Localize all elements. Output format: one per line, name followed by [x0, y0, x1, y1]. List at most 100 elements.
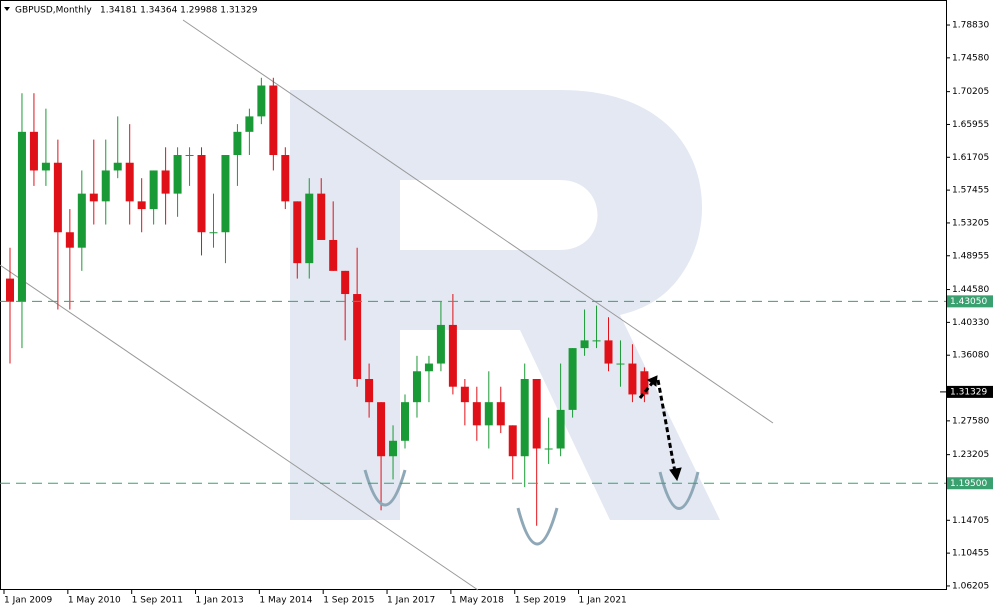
- candle-body: [424, 363, 433, 372]
- y-tick-label: 1.53205: [952, 218, 989, 228]
- candle-body: [389, 440, 398, 457]
- candle-body: [592, 340, 601, 342]
- level-tag: [947, 477, 993, 490]
- candle-body: [269, 85, 278, 156]
- candle-body: [508, 425, 517, 457]
- candle-body: [365, 378, 374, 403]
- x-tick-label: 1 May 2018: [451, 596, 504, 606]
- y-tick-label: 1.40330: [952, 318, 989, 328]
- u-shape: [516, 507, 559, 546]
- candle-body: [628, 363, 637, 395]
- y-tick-label: 1.70205: [952, 87, 989, 97]
- candle-body: [484, 402, 493, 426]
- level-tag: [947, 295, 993, 308]
- candle-body: [412, 371, 421, 403]
- candle-body: [233, 131, 242, 156]
- candle-body: [401, 402, 410, 441]
- symbol-title: GBPUSD,Monthly: [15, 6, 92, 16]
- u-shape: [658, 471, 700, 510]
- candle-body: [53, 162, 62, 233]
- candle-body: [341, 270, 350, 295]
- candle-body: [436, 324, 445, 364]
- candle-body: [17, 131, 26, 302]
- x-tick-label: 1 Jan 2017: [387, 596, 435, 606]
- y-tick-label: 1.65955: [952, 120, 989, 130]
- y-tick-label: 1.23205: [952, 450, 989, 460]
- candle-body: [65, 232, 74, 248]
- candle-body: [532, 378, 541, 449]
- candle-body: [568, 348, 577, 410]
- candle-body: [6, 278, 14, 302]
- arrow-head: [647, 375, 658, 387]
- candle-body: [317, 193, 326, 240]
- y-tick-label: 1.44580: [952, 285, 989, 295]
- y-tick-label: 1.57455: [952, 186, 989, 196]
- channel-line: [0, 264, 479, 591]
- candle-body: [77, 193, 86, 248]
- candle-body: [257, 85, 266, 117]
- candle-body: [460, 386, 469, 403]
- candle-body: [89, 193, 98, 202]
- y-tick-label: 1.48955: [952, 251, 989, 261]
- candle-body: [377, 402, 386, 457]
- candle-body: [209, 232, 218, 234]
- y-tick-label: 1.36080: [952, 351, 989, 361]
- candle-body: [125, 162, 134, 202]
- watermark: [290, 90, 720, 520]
- y-tick-label: 1.74580: [952, 53, 989, 63]
- x-tick-label: 1 May 2010: [68, 596, 121, 606]
- candle-body: [101, 170, 110, 202]
- y-tick-label: 1.61705: [952, 153, 989, 163]
- x-tick-label: 1 Sep 2011: [132, 596, 183, 606]
- candle-body: [544, 448, 553, 450]
- x-tick-label: 1 May 2014: [259, 596, 312, 606]
- y-tick-label: 1.27580: [952, 416, 989, 426]
- candle-body: [29, 131, 38, 171]
- x-tick-label: 1 Jan 2013: [196, 596, 244, 606]
- y-tick-label: 1.06205: [952, 581, 989, 591]
- candle-body: [496, 402, 505, 426]
- y-tick-label: 1.78830: [952, 21, 989, 31]
- candle-body: [113, 162, 122, 171]
- channel-line: [182, 19, 774, 424]
- candle-body: [556, 409, 565, 449]
- candle-body: [161, 170, 170, 194]
- candle-body: [197, 155, 206, 233]
- y-tick-label: 1.10455: [952, 549, 989, 559]
- candle-body: [448, 324, 457, 387]
- x-tick-label: 1 Jan 2009: [4, 596, 52, 606]
- candle-body: [173, 155, 182, 194]
- candle-body: [520, 378, 529, 457]
- candle-body: [305, 193, 314, 264]
- candle-body: [137, 201, 146, 210]
- quote: 1.34181 1.34364 1.29988 1.31329: [100, 6, 258, 16]
- y-tick-label: 1.14705: [952, 516, 989, 526]
- candle-body: [472, 402, 481, 426]
- x-tick-label: 1 Sep 2019: [515, 596, 567, 606]
- candle-body: [41, 162, 50, 171]
- candle-body: [281, 155, 290, 202]
- price-tag: [947, 385, 993, 398]
- candle-body: [353, 294, 362, 379]
- candle-body: [616, 363, 625, 365]
- candle-body: [149, 170, 158, 210]
- arrow: [638, 381, 655, 399]
- arrow-head: [669, 467, 682, 482]
- price-label: 1.31329: [950, 387, 987, 397]
- x-tick-label: 1 Sep 2015: [323, 596, 374, 606]
- candle-body: [245, 116, 254, 132]
- level-label: 1.43050: [950, 297, 987, 307]
- candle-body: [293, 201, 302, 264]
- marks: [6, 77, 649, 526]
- level-label: 1.19500: [950, 479, 987, 489]
- candle-body: [329, 239, 338, 271]
- candle-body: [604, 340, 613, 364]
- menu-triangle: [4, 7, 10, 11]
- candle-body: [185, 155, 194, 157]
- candle-body: [580, 340, 589, 349]
- candle-body: [640, 371, 649, 395]
- candle-body: [221, 155, 230, 233]
- watermark-r: [290, 90, 720, 520]
